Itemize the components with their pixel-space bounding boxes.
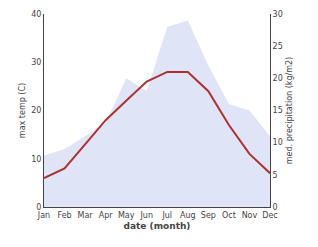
svg-text:May: May <box>118 211 135 220</box>
svg-text:Jan: Jan <box>37 211 50 220</box>
svg-text:10: 10 <box>273 138 283 147</box>
svg-text:med. precipitation (kg/m2): med. precipitation (kg/m2) <box>285 57 294 164</box>
svg-text:15: 15 <box>273 106 283 115</box>
svg-text:30: 30 <box>273 10 283 19</box>
svg-text:max temp (C): max temp (C) <box>18 83 27 138</box>
svg-text:Oct: Oct <box>222 211 236 220</box>
svg-text:Sep: Sep <box>201 211 216 220</box>
svg-text:5: 5 <box>273 171 278 180</box>
svg-text:20: 20 <box>31 106 41 115</box>
svg-text:30: 30 <box>31 58 41 67</box>
svg-text:Feb: Feb <box>57 211 71 220</box>
svg-text:10: 10 <box>31 155 41 164</box>
svg-text:Aug: Aug <box>180 211 196 220</box>
svg-text:Nov: Nov <box>242 211 258 220</box>
svg-text:20: 20 <box>273 74 283 83</box>
svg-text:Dec: Dec <box>262 211 277 220</box>
svg-text:40: 40 <box>31 10 41 19</box>
svg-text:Apr: Apr <box>99 211 114 220</box>
svg-text:25: 25 <box>273 42 283 51</box>
svg-text:Jul: Jul <box>161 211 172 220</box>
svg-text:0: 0 <box>273 203 278 212</box>
svg-text:0: 0 <box>36 203 41 212</box>
svg-text:date (month): date (month) <box>124 221 191 231</box>
svg-text:Mar: Mar <box>78 211 94 220</box>
svg-text:Jun: Jun <box>139 211 153 220</box>
